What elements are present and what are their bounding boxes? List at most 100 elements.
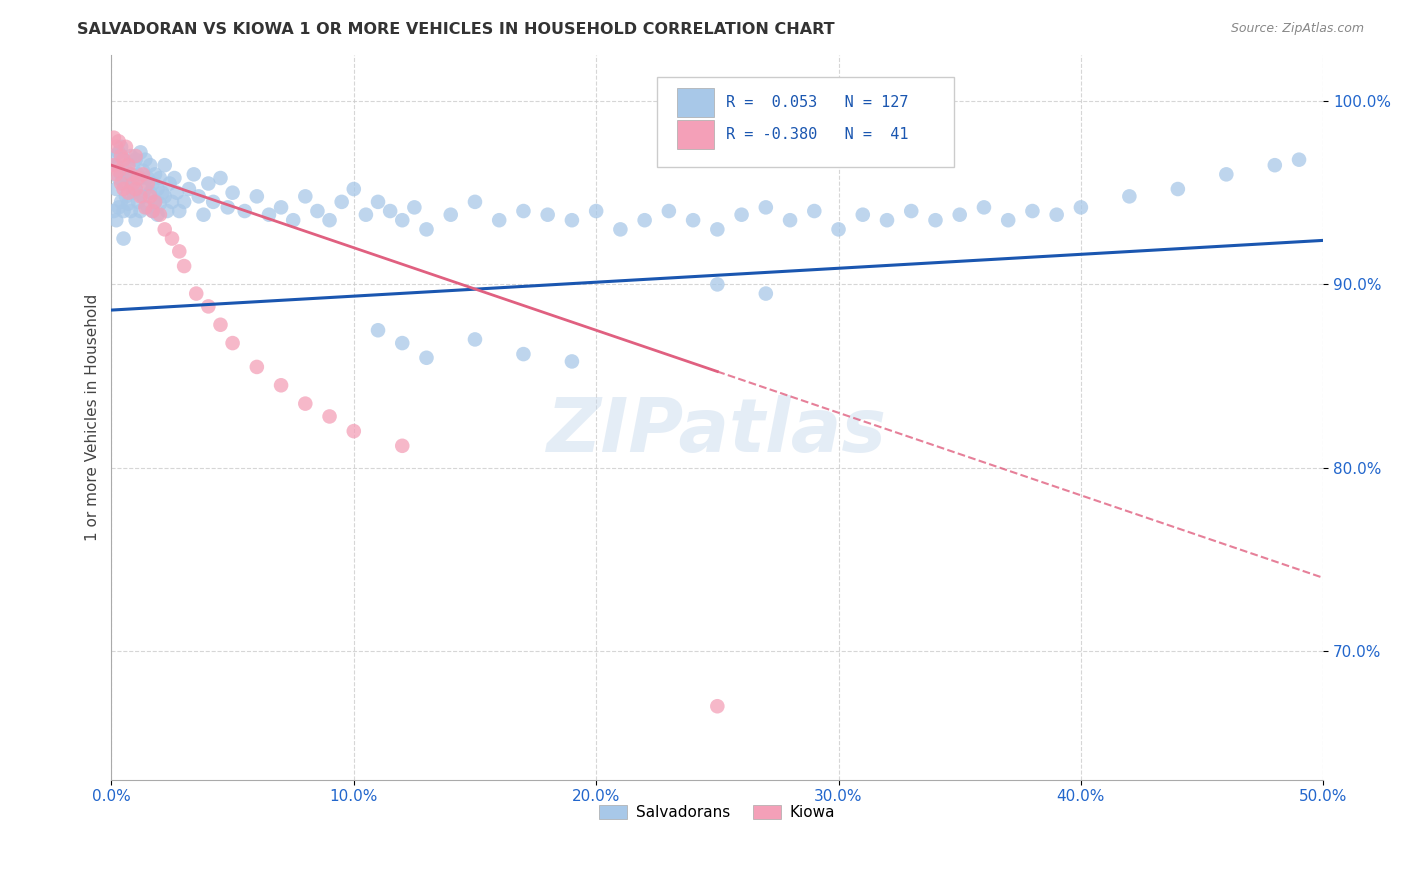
Point: [343, 424, 366, 438]
Point: [110, 149, 132, 163]
Point: [404, 200, 426, 214]
Point: [415, 222, 437, 236]
Point: [124, 182, 146, 196]
Point: [142, 177, 165, 191]
Point: [585, 204, 607, 219]
Point: [1070, 200, 1092, 214]
Point: [391, 213, 413, 227]
Point: [209, 318, 232, 332]
Point: [105, 158, 128, 172]
Point: [136, 200, 159, 214]
Point: [122, 158, 145, 172]
Point: [488, 213, 510, 227]
Point: [153, 189, 176, 203]
Point: [391, 336, 413, 351]
Point: [129, 204, 152, 219]
Point: [682, 213, 704, 227]
Point: [997, 213, 1019, 227]
Point: [103, 158, 125, 172]
Point: [142, 204, 165, 219]
Point: [876, 213, 898, 227]
Point: [221, 336, 243, 351]
Point: [124, 213, 146, 227]
Point: [163, 171, 186, 186]
Point: [197, 300, 219, 314]
Point: [343, 182, 366, 196]
Point: [112, 182, 135, 196]
Point: [173, 194, 195, 209]
Point: [110, 140, 132, 154]
Point: [149, 171, 172, 186]
Point: [136, 171, 159, 186]
Point: [120, 204, 142, 219]
Point: [124, 149, 146, 163]
Point: [129, 145, 152, 160]
Point: [112, 177, 135, 191]
Point: [318, 409, 340, 424]
Point: [110, 194, 132, 209]
Point: [149, 196, 172, 211]
Point: [143, 194, 166, 209]
Point: [107, 145, 129, 160]
Legend: Salvadorans, Kiowa: Salvadorans, Kiowa: [593, 799, 841, 826]
Point: [107, 163, 129, 178]
Point: [173, 259, 195, 273]
Point: [440, 208, 463, 222]
Point: [117, 158, 139, 172]
Point: [169, 244, 191, 259]
Point: [117, 186, 139, 200]
Point: [127, 194, 149, 209]
Point: [112, 153, 135, 167]
Point: [827, 222, 849, 236]
Point: [134, 153, 156, 167]
Point: [160, 231, 183, 245]
Point: [159, 177, 181, 191]
Point: [803, 204, 825, 219]
Point: [209, 171, 232, 186]
Point: [193, 208, 215, 222]
Point: [197, 177, 219, 191]
Point: [202, 194, 225, 209]
Point: [160, 194, 183, 209]
Point: [1264, 158, 1286, 172]
Point: [330, 194, 353, 209]
Point: [146, 208, 169, 222]
Point: [537, 208, 560, 222]
Point: [307, 204, 329, 219]
Point: [609, 222, 631, 236]
Point: [105, 140, 128, 154]
Point: [117, 196, 139, 211]
Point: [124, 182, 146, 196]
Point: [127, 171, 149, 186]
Point: [166, 186, 188, 200]
Point: [354, 208, 377, 222]
Point: [169, 204, 191, 219]
Point: [1021, 204, 1043, 219]
Point: [139, 158, 162, 172]
Point: [127, 167, 149, 181]
Point: [246, 189, 269, 203]
Point: [122, 186, 145, 200]
Point: [132, 167, 155, 181]
Point: [706, 699, 728, 714]
Point: [246, 359, 269, 374]
Point: [129, 189, 152, 203]
Point: [153, 158, 176, 172]
Point: [139, 186, 162, 200]
Point: [146, 182, 169, 196]
Point: [136, 177, 159, 191]
Point: [464, 333, 486, 347]
Point: [294, 396, 316, 410]
Point: [156, 204, 179, 219]
Point: [103, 204, 125, 219]
Point: [221, 186, 243, 200]
Point: [1046, 208, 1069, 222]
Point: [512, 204, 534, 219]
Text: ZIPatlas: ZIPatlas: [547, 395, 887, 468]
Point: [1167, 182, 1189, 196]
Text: SALVADORAN VS KIOWA 1 OR MORE VEHICLES IN HOUSEHOLD CORRELATION CHART: SALVADORAN VS KIOWA 1 OR MORE VEHICLES I…: [77, 22, 835, 37]
Point: [233, 204, 256, 219]
Point: [924, 213, 946, 227]
Point: [132, 189, 155, 203]
Point: [115, 163, 138, 178]
